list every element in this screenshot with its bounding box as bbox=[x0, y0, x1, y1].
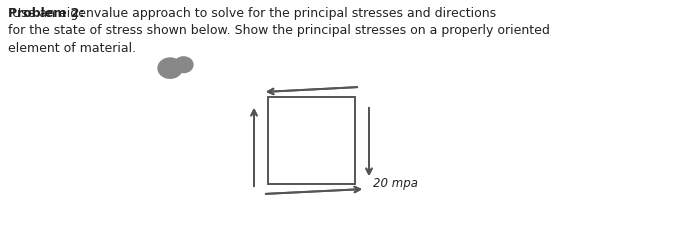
Text: Use an eigenvalue approach to solve for the principal stresses and directions
fo: Use an eigenvalue approach to solve for … bbox=[8, 7, 550, 55]
Text: 20 mpa: 20 mpa bbox=[373, 176, 418, 189]
Text: Problem 2:: Problem 2: bbox=[8, 7, 84, 20]
